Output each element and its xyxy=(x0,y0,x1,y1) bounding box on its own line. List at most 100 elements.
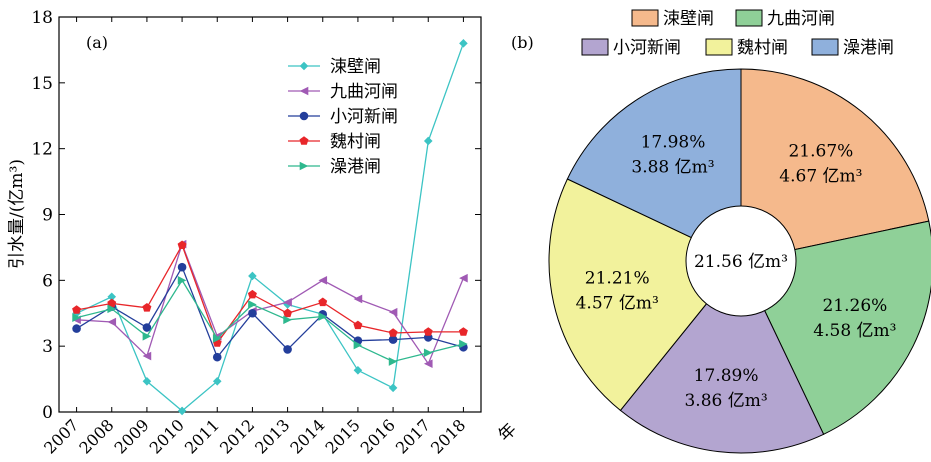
y-tick-label: 3 xyxy=(42,337,53,357)
series-line xyxy=(76,243,464,345)
data-point xyxy=(142,303,152,312)
legend-swatch xyxy=(811,38,839,56)
y-axis: 0 3 6 9 12 15 18 xyxy=(31,8,481,423)
pie-center-hole xyxy=(685,205,797,317)
panel-label-a: (a) xyxy=(86,33,108,52)
data-point xyxy=(423,327,433,336)
x-tick-label: 2016 xyxy=(357,415,399,457)
y-axis-label: 引水量/(亿m³) xyxy=(7,159,27,269)
data-point xyxy=(177,406,187,416)
pie-center-label: 21.56 亿m³ xyxy=(694,252,788,272)
data-point xyxy=(283,300,292,309)
legend-swatch xyxy=(581,38,609,56)
legend-label: 涑壁闸 xyxy=(330,57,381,77)
legend-label: 涑壁闸 xyxy=(663,9,714,29)
data-point xyxy=(107,304,117,314)
data-point xyxy=(142,331,152,341)
panel-label-b: (b) xyxy=(511,33,534,52)
data-point xyxy=(283,308,293,318)
data-point xyxy=(247,289,257,299)
x-tick-label: 2017 xyxy=(392,415,434,457)
data-point xyxy=(177,276,187,285)
legend-swatch xyxy=(705,38,733,56)
data-point xyxy=(107,298,117,308)
data-point xyxy=(459,273,468,283)
legend-marker xyxy=(299,136,309,145)
data-point xyxy=(248,300,257,309)
data-point xyxy=(423,359,433,369)
pie-slice xyxy=(548,178,742,412)
data-point xyxy=(423,136,433,146)
x-tick-label: 2008 xyxy=(75,415,117,457)
x-tick-label: 2011 xyxy=(181,415,223,457)
data-point xyxy=(142,376,152,386)
data-point xyxy=(353,294,363,304)
slice-percent-label: 17.98% xyxy=(641,133,706,153)
series-line xyxy=(76,43,465,412)
series-group xyxy=(72,39,468,416)
slice-percent-label: 21.21% xyxy=(585,268,650,288)
legend-label: 澡港闸 xyxy=(843,38,894,58)
pie-slice xyxy=(566,68,742,262)
legend-label: 小河新闸 xyxy=(330,107,398,127)
x-axis-unit: 年 xyxy=(495,420,521,446)
slice-value-label: 3.86 亿m³ xyxy=(684,391,767,411)
slice-percent-label: 17.89% xyxy=(694,366,759,386)
pie-slice xyxy=(740,68,930,262)
legend-label: 小河新闸 xyxy=(613,38,681,58)
x-axis: 2007200820092010201120122013201420152016… xyxy=(40,17,469,458)
data-point xyxy=(212,376,222,386)
data-point xyxy=(72,313,81,322)
data-point xyxy=(458,327,468,336)
data-point xyxy=(388,307,398,317)
data-point xyxy=(388,335,398,344)
slice-value-label: 4.58 亿m³ xyxy=(813,321,896,341)
data-point xyxy=(283,345,292,354)
slice-value-label: 4.67 亿m³ xyxy=(779,166,862,186)
data-point xyxy=(177,262,187,272)
data-point xyxy=(388,383,398,393)
legend-label: 九曲河闸 xyxy=(767,9,835,29)
legend-label: 澡港闸 xyxy=(330,157,381,177)
legend-marker xyxy=(299,161,309,171)
data-point xyxy=(248,271,257,281)
legend-marker xyxy=(299,111,309,121)
data-point xyxy=(353,340,363,350)
data-point xyxy=(353,366,363,375)
pie-slice xyxy=(619,260,825,454)
series-line xyxy=(76,279,464,363)
data-point xyxy=(318,312,328,321)
data-point xyxy=(107,317,117,327)
data-point xyxy=(459,39,468,48)
legend-swatch xyxy=(631,9,659,27)
data-point xyxy=(318,297,328,307)
x-tick-label: 2014 xyxy=(286,415,328,457)
slice-percent-label: 21.26% xyxy=(822,296,887,316)
slice-value-label: 4.57 亿m³ xyxy=(576,293,659,313)
legend-marker xyxy=(299,86,309,96)
series-line xyxy=(76,242,465,366)
data-point xyxy=(283,297,292,307)
legend-swatch xyxy=(735,9,763,27)
data-point xyxy=(212,352,222,362)
slice-value-label: 3.88 亿m³ xyxy=(631,158,714,178)
legend-label: 九曲河闸 xyxy=(330,82,398,102)
y-tick-label: 0 xyxy=(42,403,53,423)
data-point xyxy=(423,348,433,358)
data-point xyxy=(142,323,152,332)
legend-label: 魏村闸 xyxy=(737,38,788,58)
data-point xyxy=(388,328,398,337)
y-tick-label: 15 xyxy=(31,74,53,94)
x-tick-label: 2013 xyxy=(251,415,293,457)
x-tick-label: 2015 xyxy=(322,415,364,457)
slice-percent-label: 21.67% xyxy=(788,141,853,161)
data-point xyxy=(318,276,328,285)
data-point xyxy=(177,240,187,249)
data-point xyxy=(353,320,363,330)
data-point xyxy=(212,334,222,343)
